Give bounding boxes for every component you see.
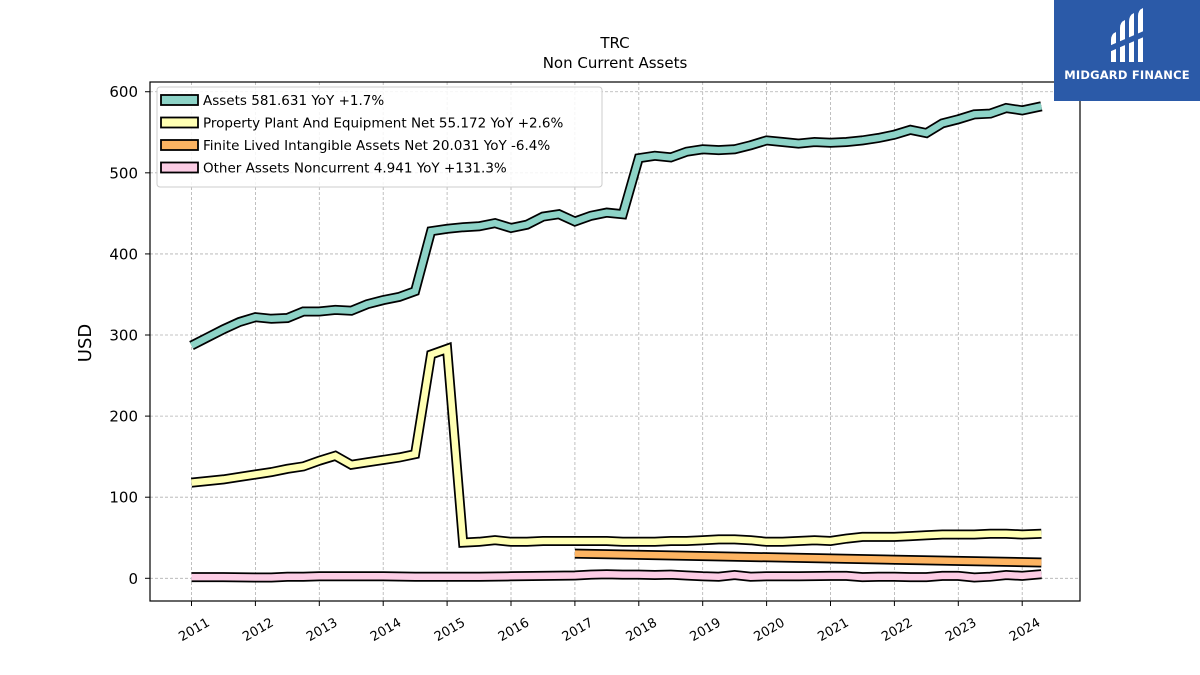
legend-swatch (160, 116, 199, 129)
x-tick-label: 2024 (1007, 615, 1043, 645)
legend-label: Other Assets Noncurrent 4.941 YoY +131.3… (203, 161, 507, 177)
y-tick-label: 0 (128, 570, 138, 588)
x-tick-label: 2017 (560, 615, 596, 645)
series-line (191, 344, 1042, 547)
x-tick-label: 2012 (240, 615, 276, 645)
y-tick-label: 600 (109, 83, 138, 101)
chart-title: TRC (599, 34, 629, 52)
x-tick-label: 2011 (176, 615, 212, 645)
legend-swatch (160, 94, 199, 106)
series-line (191, 570, 1042, 581)
series-0 (189, 101, 1043, 351)
x-tick-label: 2020 (751, 615, 787, 645)
series-line (574, 550, 1042, 566)
series-2 (574, 548, 1042, 568)
legend-swatch (160, 161, 199, 174)
x-tick-label: 2022 (879, 615, 915, 645)
series-layer (189, 101, 1043, 583)
x-tick-label: 2016 (496, 615, 532, 645)
x-tick-label: 2013 (304, 615, 340, 645)
brand-logo: MIDGARD FINANCE (1054, 0, 1200, 101)
series-line (190, 103, 1043, 349)
legend-label: Assets 581.631 YoY +1.7% (203, 93, 384, 109)
midgard-logo-icon (1109, 8, 1146, 62)
plot-frame (149, 81, 1081, 602)
legend-box (156, 86, 603, 188)
y-tick-label: 300 (109, 327, 138, 345)
y-tick-label: 200 (109, 408, 138, 426)
legend-swatch (160, 139, 199, 151)
y-tick-label: 400 (109, 245, 138, 263)
legend: Assets 581.631 YoY +1.7% Property Plant A… (156, 86, 603, 188)
x-tick-label: 2015 (432, 615, 468, 645)
chart-subtitle: Non Current Assets (543, 54, 688, 72)
series-3 (191, 569, 1042, 583)
y-tick-label: 100 (109, 489, 138, 507)
x-tick-label: 2021 (815, 615, 851, 645)
x-tick-label: 2019 (688, 615, 724, 645)
series-1 (191, 341, 1042, 548)
x-tick-label: 2023 (943, 615, 979, 645)
legend-label: Finite Lived Intangible Assets Net 20.03… (203, 138, 550, 154)
x-tick-label: 2014 (368, 615, 404, 645)
y-axis-label: USD (75, 324, 96, 362)
brand-name: MIDGARD FINANCE (1064, 68, 1190, 82)
y-tick-label: 500 (109, 164, 138, 182)
legend-label: Property Plant And Equipment Net 55.172 … (203, 116, 563, 132)
x-tick-label: 2018 (624, 615, 660, 645)
